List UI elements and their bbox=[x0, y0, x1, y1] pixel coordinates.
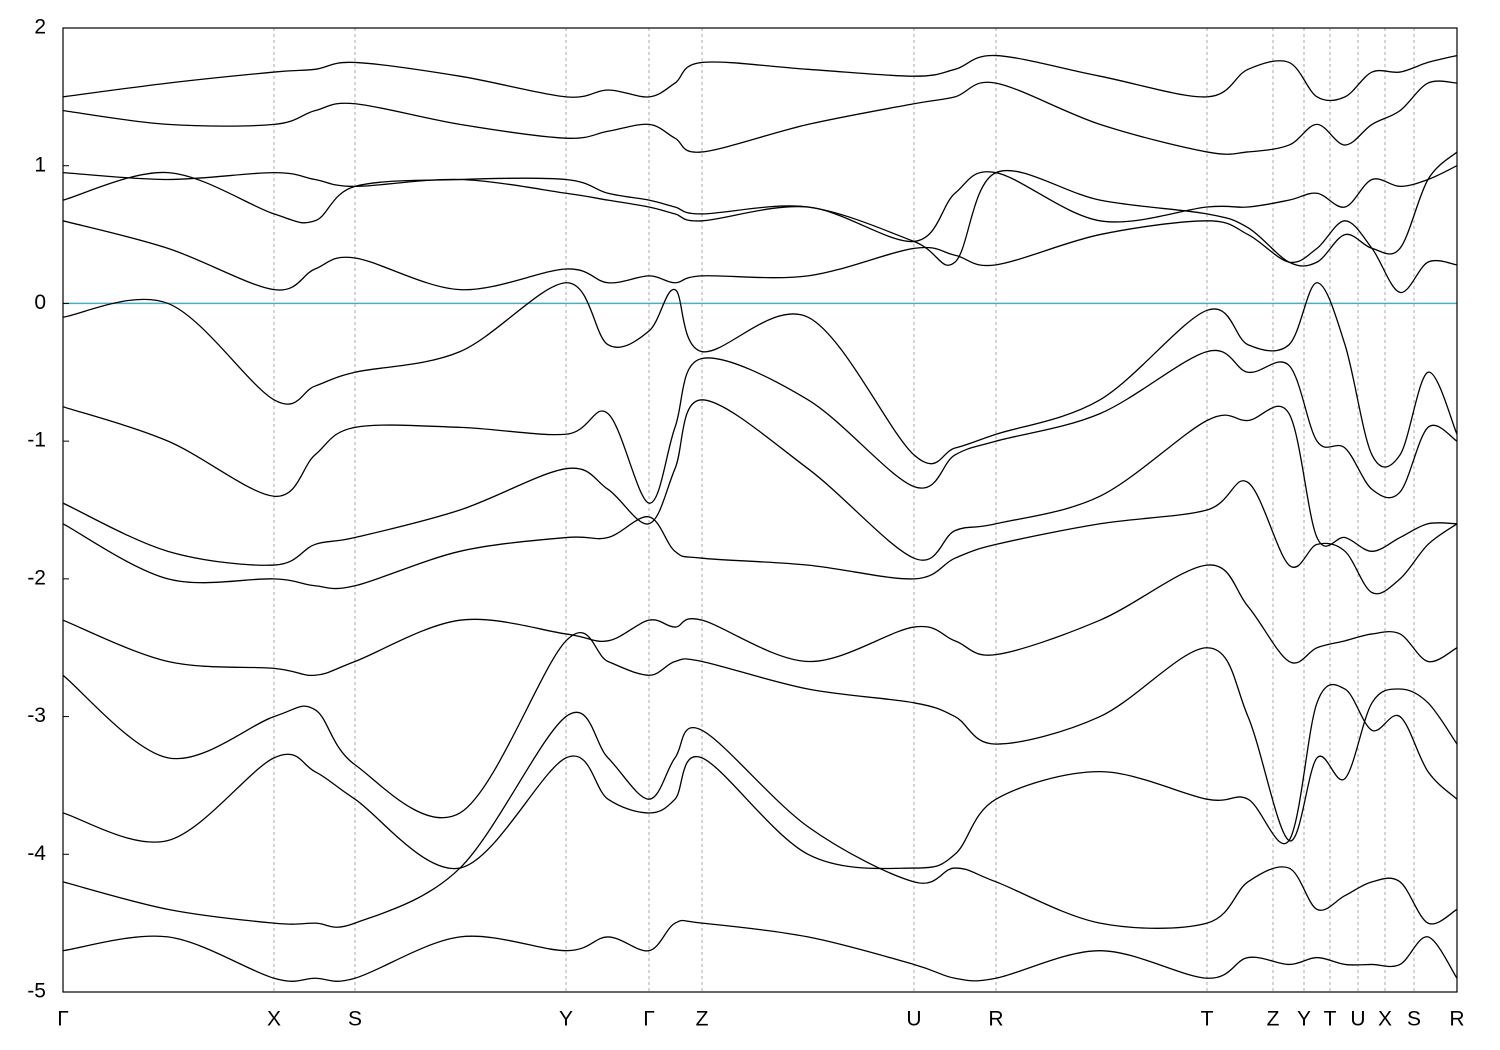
x-tick-label: R bbox=[1449, 1008, 1464, 1031]
x-tick-label: Z bbox=[696, 1008, 709, 1031]
band bbox=[63, 632, 1457, 842]
band bbox=[63, 399, 1457, 566]
x-tick-label: X bbox=[1378, 1008, 1392, 1031]
band bbox=[63, 711, 1457, 929]
labels-layer: 210-1-2-3-4-5Γ X S Y Γ Z U R T Z Y T U X S R bbox=[27, 16, 1464, 1031]
x-tick-label: S bbox=[348, 1008, 362, 1031]
band bbox=[63, 151, 1457, 267]
band bbox=[63, 220, 1457, 294]
x-tick-label: S bbox=[1407, 1008, 1421, 1031]
band bbox=[63, 80, 1457, 155]
band bbox=[63, 564, 1457, 677]
x-tick-label: Γ bbox=[643, 1008, 655, 1031]
y-tick-label: -2 bbox=[27, 566, 46, 589]
x-tick-label: X bbox=[267, 1008, 281, 1031]
y-tick-label: -4 bbox=[27, 842, 46, 865]
band bbox=[63, 919, 1457, 982]
y-tick-label: -5 bbox=[27, 980, 46, 1003]
x-tick-label: Y bbox=[559, 1008, 573, 1031]
x-tick-label: Γ bbox=[57, 1008, 69, 1031]
band bbox=[63, 54, 1457, 102]
band bbox=[63, 165, 1457, 243]
band bbox=[63, 282, 1457, 468]
y-tick-label: -1 bbox=[27, 429, 46, 452]
y-tick-label: 0 bbox=[34, 291, 46, 314]
x-tick-label: R bbox=[988, 1008, 1003, 1031]
x-tick-label: T bbox=[1324, 1008, 1337, 1031]
x-tick-label: Z bbox=[1267, 1008, 1280, 1031]
y-tick-label: -3 bbox=[27, 704, 46, 727]
bands-layer bbox=[63, 54, 1457, 982]
y-tick-label: 2 bbox=[34, 16, 46, 39]
band bbox=[63, 684, 1457, 870]
x-tick-label: U bbox=[1350, 1008, 1365, 1031]
x-tick-label: Y bbox=[1297, 1008, 1311, 1031]
plot-frame bbox=[62, 27, 1458, 993]
x-tick-label: T bbox=[1201, 1008, 1214, 1031]
band bbox=[63, 349, 1457, 504]
x-tick-label: U bbox=[906, 1008, 921, 1031]
y-tick-label: 1 bbox=[34, 153, 46, 176]
band bbox=[63, 480, 1457, 595]
